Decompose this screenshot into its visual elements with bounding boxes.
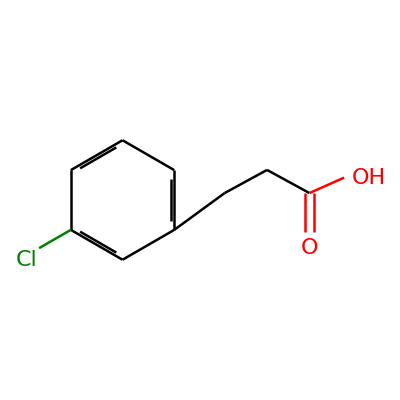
Text: OH: OH [352, 168, 386, 188]
Text: Cl: Cl [16, 250, 37, 270]
Text: O: O [301, 238, 318, 258]
